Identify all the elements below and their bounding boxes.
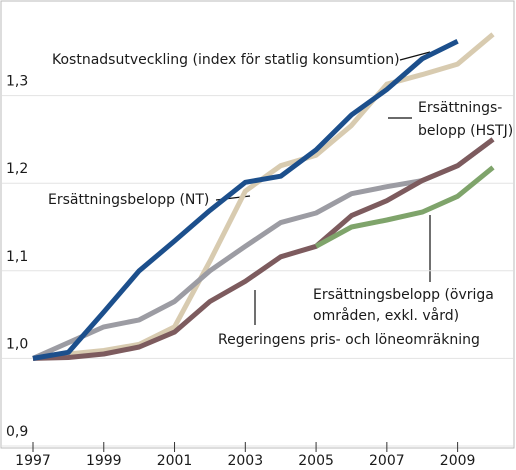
x-tick-label: 2007	[369, 453, 405, 469]
x-tick-label: 2005	[298, 453, 334, 469]
plot-frame	[0, 0, 515, 449]
series-label: Regeringens pris- och löneomräkning	[218, 332, 480, 348]
series-line	[32, 137, 495, 361]
series-label: belopp (HSTJ)	[418, 123, 513, 139]
x-tick-label: 2001	[157, 453, 193, 469]
x-tick-label: 2009	[440, 453, 476, 469]
series-label: Kostnadsutveckling (index för statlig ko…	[52, 52, 400, 68]
series-line	[314, 165, 495, 249]
series-label: Ersättnings-	[418, 100, 502, 116]
y-tick-label: 1,2	[6, 161, 28, 177]
leader-line	[399, 51, 431, 61]
x-tick-label: 1999	[86, 453, 122, 469]
y-tick-label: 1,1	[6, 249, 28, 265]
series-label: Ersättningsbelopp (NT)	[48, 192, 209, 208]
y-tick-label: 0,9	[6, 424, 28, 440]
x-tick-label: 2003	[227, 453, 263, 469]
x-tick-label: 1997	[15, 453, 51, 469]
y-tick-label: 1,3	[6, 74, 28, 90]
series-line	[32, 39, 459, 361]
series-label: områden, exkl. vård)	[313, 307, 459, 324]
y-tick-label: 1,0	[6, 336, 28, 352]
series-label: Ersättningsbelopp (övriga	[313, 287, 494, 303]
